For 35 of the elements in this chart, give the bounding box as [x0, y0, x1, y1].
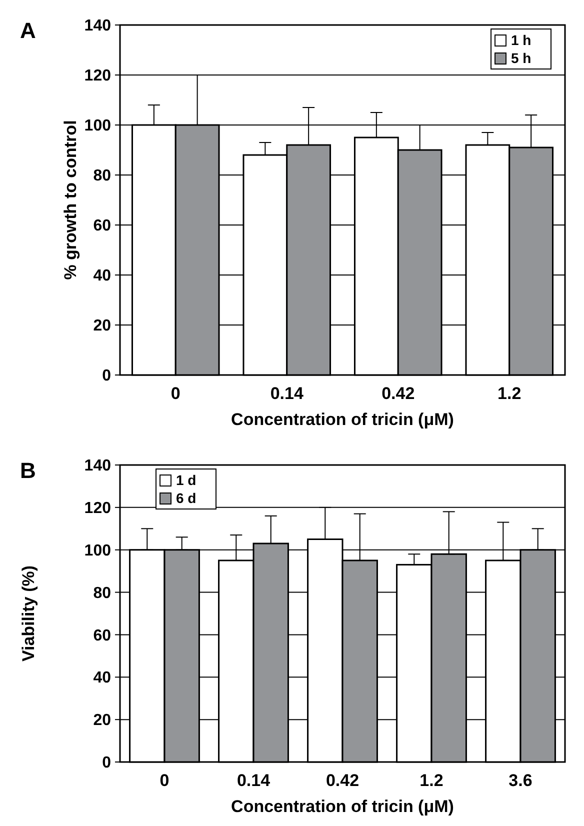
y-axis-title: % growth to control [61, 120, 80, 280]
y-tick-label: 60 [93, 627, 112, 644]
y-tick-label: 20 [93, 318, 112, 335]
y-tick-label: 40 [93, 268, 112, 285]
x-tick-label: 0.42 [382, 384, 415, 403]
y-tick-label: 40 [93, 670, 112, 687]
y-tick-label: 60 [93, 218, 112, 235]
y-tick-label: 100 [84, 542, 112, 560]
x-tick-label: 1.2 [420, 771, 444, 790]
x-tick-label: 0 [170, 384, 180, 403]
x-axis-title: Concentration of tricin (μM) [231, 410, 454, 429]
chart-title: A [20, 18, 36, 43]
legend-label: 6 d [176, 490, 196, 506]
y-tick-label: 120 [84, 68, 112, 85]
x-tick-label: 0 [160, 771, 170, 790]
y-tick-label: 80 [93, 168, 112, 185]
legend-label: 1 h [511, 32, 532, 48]
y-tick-label: 140 [84, 18, 112, 35]
x-tick-label: 0.14 [270, 384, 304, 403]
legend-label: 5 h [511, 50, 532, 66]
y-tick-label: 80 [93, 584, 112, 602]
x-tick-label: 1.2 [498, 384, 522, 403]
y-tick-label: 0 [102, 754, 112, 772]
y-tick-label: 0 [102, 368, 112, 385]
x-axis-title: Concentration of tricin (μM) [231, 797, 454, 816]
chart-title: B [20, 458, 36, 483]
y-tick-label: 140 [84, 458, 112, 475]
x-tick-label: 0.42 [326, 771, 360, 790]
y-axis-title: Viability (%) [19, 565, 38, 662]
y-tick-label: 100 [84, 118, 112, 135]
x-tick-label: 3.6 [508, 771, 532, 790]
legend-label: 1 d [176, 472, 196, 488]
x-tick-label: 0.14 [236, 771, 271, 790]
y-tick-label: 20 [93, 712, 112, 730]
y-tick-label: 120 [84, 500, 112, 518]
